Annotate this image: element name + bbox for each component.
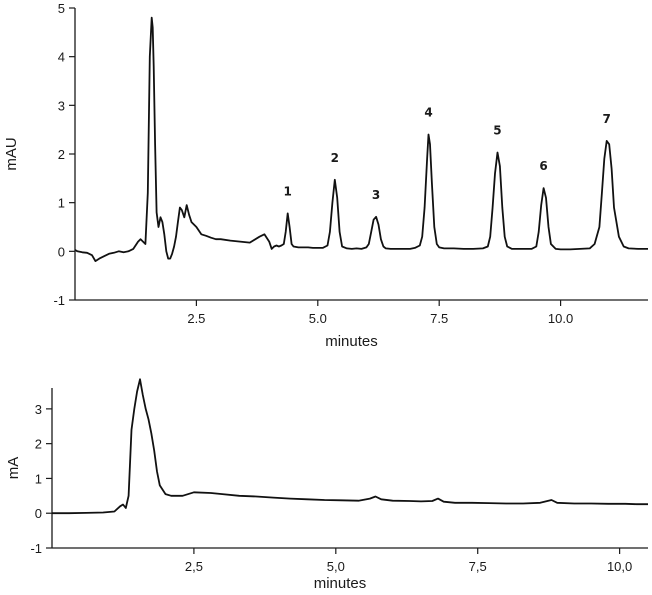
x-tick-label: 10,0 — [607, 559, 632, 574]
peak-label: 1 — [284, 184, 292, 198]
peak-label: 7 — [603, 112, 611, 126]
y-tick-label: 1 — [58, 196, 65, 211]
lower-chromatogram-panel: -1 0 1 2 3 2,5 5,0 7,5 10,0 minutes mA — [5, 378, 648, 592]
lower-axis-ticks — [46, 408, 621, 554]
peak-labels: 1 2 3 4 5 6 7 — [284, 106, 611, 202]
upper-y-axis-label: mAU — [3, 137, 20, 170]
peak-label: 2 — [331, 151, 339, 165]
peak-label: 4 — [424, 106, 432, 120]
y-tick-label: 0 — [58, 244, 65, 259]
lower-tick-labels: -1 0 1 2 3 2,5 5,0 7,5 10,0 — [30, 402, 632, 574]
x-tick-label: 5.0 — [309, 311, 327, 326]
lower-x-axis-label: minutes — [314, 575, 367, 592]
y-tick-label: -1 — [53, 293, 65, 308]
peak-label: 3 — [372, 188, 380, 202]
y-tick-label: 2 — [58, 147, 65, 162]
x-tick-label: 10.0 — [548, 311, 573, 326]
y-tick-label: 0 — [35, 506, 42, 521]
lower-chromatogram-trace — [52, 378, 648, 515]
x-tick-label: 2.5 — [187, 311, 205, 326]
y-tick-label: 3 — [58, 98, 65, 113]
upper-tick-labels: -1 0 1 2 3 4 5 2.5 5.0 7.5 10.0 — [53, 1, 573, 326]
upper-x-axis-label: minutes — [325, 333, 378, 350]
x-tick-label: 7,5 — [469, 559, 487, 574]
x-tick-label: 5,0 — [327, 559, 345, 574]
y-tick-label: 5 — [58, 1, 65, 16]
x-tick-label: 7.5 — [430, 311, 448, 326]
upper-chromatogram-panel: -1 0 1 2 3 4 5 2.5 5.0 7.5 10.0 1 2 3 4 5 6 7 minutes mA… — [3, 1, 648, 350]
upper-chromatogram-trace — [74, 16, 648, 262]
y-tick-label: 2 — [35, 437, 42, 452]
y-tick-label: 4 — [58, 50, 65, 65]
lower-y-axis-label: mA — [5, 457, 22, 480]
y-tick-label: 1 — [35, 471, 42, 486]
y-tick-label: 3 — [35, 402, 42, 417]
upper-axis-ticks — [69, 7, 562, 306]
peak-label: 6 — [539, 159, 547, 173]
y-tick-label: -1 — [30, 541, 42, 556]
peak-label: 5 — [493, 124, 501, 138]
x-tick-label: 2,5 — [185, 559, 203, 574]
